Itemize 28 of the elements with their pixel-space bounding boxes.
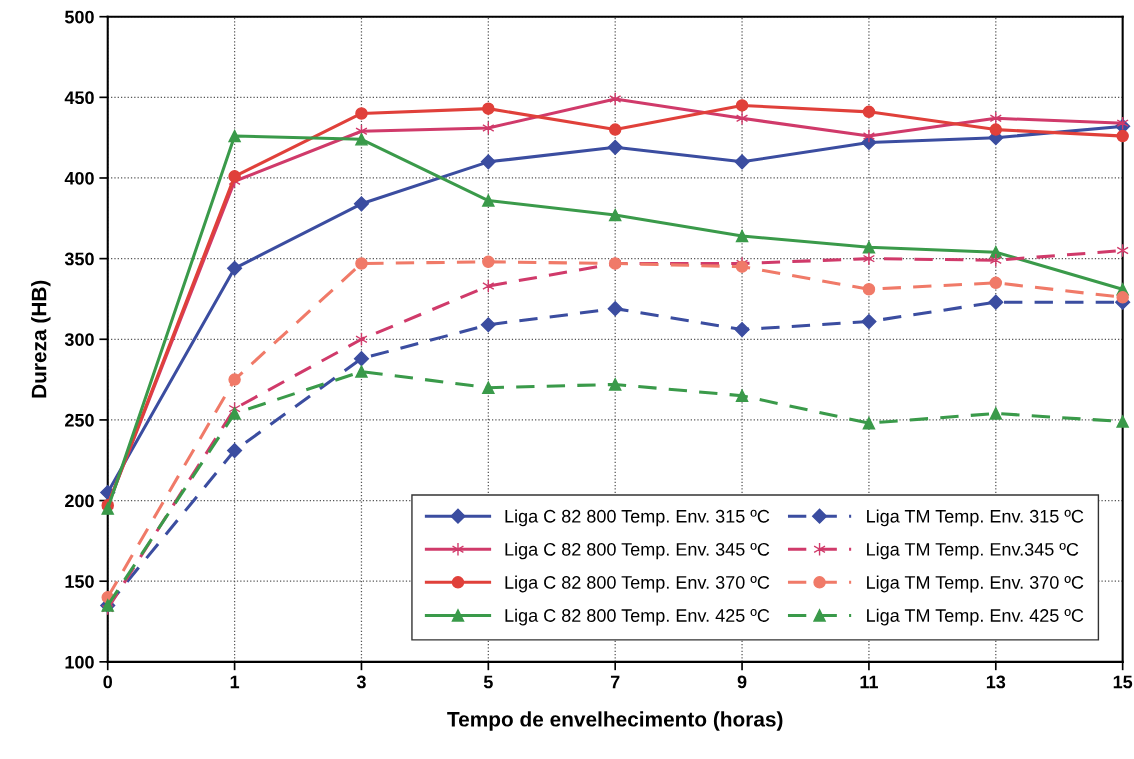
y-tick-label: 300	[64, 333, 94, 347]
y-axis-title: Dureza (HB)	[31, 280, 51, 398]
y-tick-label: 450	[64, 91, 94, 105]
legend-label: Liga C 82 800 Temp. Env. 425 ºC	[505, 608, 770, 626]
x-tick-label: 1	[230, 675, 240, 689]
y-tick-label: 200	[65, 494, 94, 508]
legend-label: Liga C 82 800 Temp. Env. 345 ºC	[505, 542, 770, 560]
x-tick-label: 13	[986, 675, 1006, 689]
legend-label: Liga C 82 800 Temp. Env. 370 ºC	[505, 575, 770, 593]
x-tick-label: 0	[103, 675, 113, 689]
x-tick-label: 11	[860, 675, 878, 689]
x-tick-label: 15	[1113, 675, 1133, 689]
y-tick-label: 250	[65, 413, 94, 427]
legend-label: Liga TM Temp. Env. 425 ºC	[867, 608, 1084, 626]
y-tick-label: 350	[64, 252, 94, 266]
legend-label: Liga TM Temp. Env.345 ºC	[867, 542, 1079, 560]
y-tick-label: 400	[64, 171, 94, 185]
legend-label: Liga TM Temp. Env. 370 ºC	[867, 575, 1084, 593]
y-tick-label: 500	[64, 10, 94, 24]
y-tick-label: 150	[65, 575, 94, 588]
x-tick-label: 3	[356, 675, 366, 689]
legend-label: Liga C 82 800 Temp. Env. 315 ºC	[505, 509, 770, 527]
legend-label: Liga TM Temp. Env. 315 ºC	[867, 509, 1084, 527]
y-tick-label: 100	[65, 655, 94, 669]
x-tick-label: 5	[483, 675, 493, 689]
x-tick-label: 7	[610, 675, 620, 689]
x-axis-title: Tempo de envelhecimento (horas)	[447, 711, 783, 731]
x-tick-label: 9	[737, 675, 747, 689]
